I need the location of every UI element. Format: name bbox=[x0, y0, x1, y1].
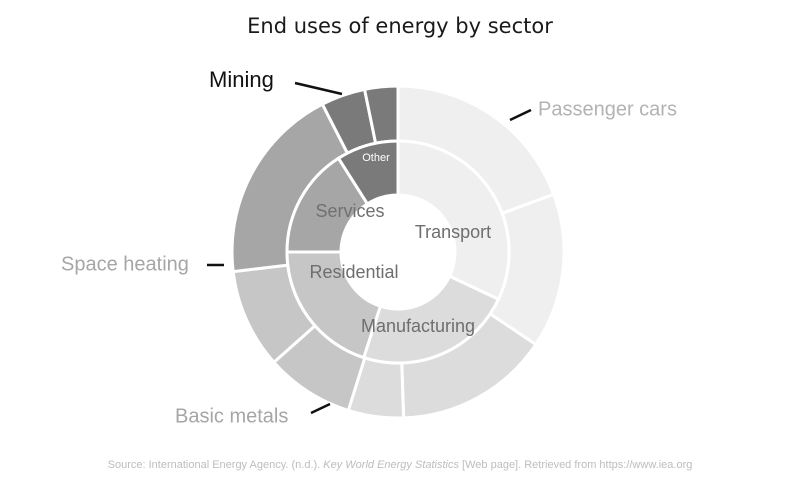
leader-line-passenger-cars bbox=[509, 108, 532, 122]
callout-label-passenger-cars: Passenger cars bbox=[538, 98, 677, 120]
source-title: Key World Energy Statistics bbox=[323, 459, 459, 471]
source-prefix: Source: International Energy Agency. (n.… bbox=[107, 459, 324, 471]
chart-title: End uses of energy by sector bbox=[247, 14, 553, 38]
inner-slice-other bbox=[336, 139, 400, 206]
inner-slice-manufacturing bbox=[361, 274, 501, 365]
inner-label-residential: Residential bbox=[309, 262, 398, 282]
inner-slice-transport bbox=[396, 139, 511, 302]
source-suffix: [Web page]. Retrieved from https://www.i… bbox=[459, 459, 693, 471]
leader-line-mining bbox=[294, 81, 343, 96]
inner-label-services: Services bbox=[315, 201, 384, 221]
source-note: Source: International Energy Agency. (n.… bbox=[0, 459, 800, 471]
callout-label-basic-metals: Basic metals bbox=[175, 405, 288, 427]
inner-label-manufacturing: Manufacturing bbox=[361, 316, 475, 336]
leader-line-basic-metals bbox=[310, 402, 331, 415]
inner-label-transport: Transport bbox=[415, 222, 491, 242]
callout-label-mining: Mining bbox=[209, 67, 274, 92]
callout-label-space-heating: Space heating bbox=[61, 253, 189, 275]
inner-label-other: Other bbox=[362, 152, 390, 164]
